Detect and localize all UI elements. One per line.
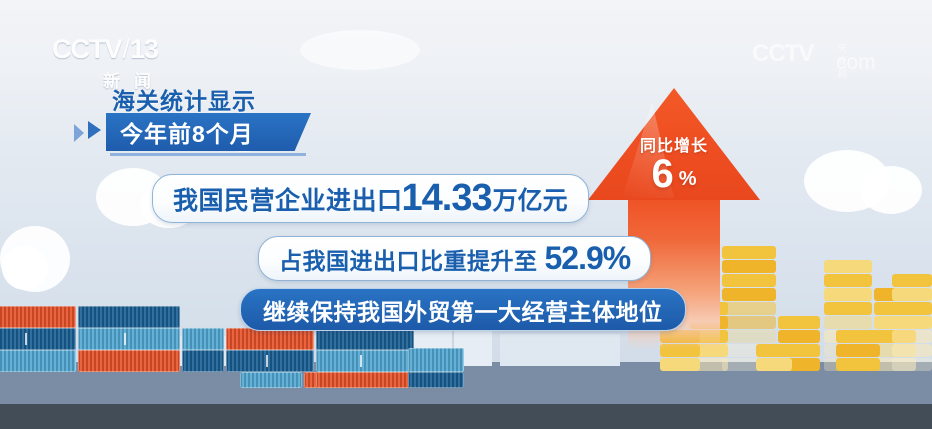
coin-bar [722, 316, 776, 329]
banner-underline [110, 153, 306, 156]
shipping-container [78, 306, 180, 328]
shipping-container [78, 350, 180, 372]
chevron-marker-outer-icon [74, 124, 84, 142]
growth-value-number: 6 [651, 152, 674, 196]
watermark-cctv: CCTV [752, 40, 814, 67]
coin-bar [824, 316, 872, 329]
conclusion-pill: 继续保持我国外贸第一大经营主体地位 [240, 288, 686, 331]
shipping-container [316, 350, 414, 372]
cctv13-wordmark: CCTV/13 [52, 34, 202, 65]
watermark-cn: 央视网 [838, 43, 849, 79]
stat1-unit: 万亿元 [492, 186, 568, 215]
coin-bar [722, 246, 776, 259]
coin-bar [892, 344, 932, 357]
coin-bar [722, 288, 776, 301]
coin-bar [756, 344, 792, 357]
cctv13-logo: CCTV/13 新闻 [52, 34, 202, 92]
page-title: 海关统计显示 [112, 88, 256, 114]
period-banner-label: 今年前8个月 [120, 121, 254, 147]
coin-bar [756, 358, 792, 371]
container-door-seam [360, 354, 362, 368]
shipping-container [408, 372, 464, 388]
channel-number: 13 [130, 34, 159, 64]
shipping-container [78, 328, 180, 350]
percent-symbol: % [678, 168, 697, 190]
coin-bar [722, 302, 776, 315]
shipping-container [226, 328, 314, 350]
cctv-com-watermark: CCTV 央视网 com [752, 40, 876, 79]
coin-bar [874, 358, 916, 371]
stat2-value: 52.9% [544, 240, 632, 276]
growth-arrow-label: 同比增长 [639, 138, 708, 155]
shipping-container [0, 350, 76, 372]
shipping-container [316, 328, 414, 350]
coin-bar [892, 316, 932, 329]
coin-bar [836, 358, 880, 371]
shipping-container [0, 306, 76, 328]
period-banner: 今年前8个月 [106, 113, 311, 151]
coin-bar [824, 274, 872, 287]
coin-bar [824, 260, 872, 273]
stat-pill-export-value: 我国民营企业进出口 14.33 万亿元 [152, 174, 589, 223]
container-door-seam [25, 332, 27, 346]
shipping-container [240, 372, 302, 388]
stat1-value: 14.33 [401, 177, 493, 219]
conclusion-text: 继续保持我国外贸第一大经营主体地位 [263, 298, 663, 325]
coin-bar [892, 288, 932, 301]
logo-slash: / [122, 34, 130, 64]
ground-shadow-strip [0, 404, 932, 429]
coin-bar [660, 358, 700, 371]
stat1-lead-text: 我国民营企业进出口 [173, 186, 403, 215]
container-door-seam [124, 332, 126, 346]
coin-bar [836, 344, 880, 357]
coin-bar [892, 302, 932, 315]
stat2-lead-text: 占我国进出口比重提升至 [279, 247, 538, 274]
building [500, 334, 620, 366]
coin-bar [892, 330, 932, 343]
container-door-seam [266, 354, 268, 368]
shipping-container [0, 328, 76, 350]
shipping-container [182, 350, 224, 372]
coin-bar [722, 260, 776, 273]
growth-arrow-value: 6% [588, 154, 760, 194]
cloud [300, 30, 420, 70]
coin-bar [722, 274, 776, 287]
coin-bar [778, 330, 820, 343]
coin-bar [836, 330, 880, 343]
chevron-marker-inner-icon [88, 121, 101, 139]
coin-bar [892, 274, 932, 287]
coin-bar [722, 330, 776, 343]
channel-subtitle: 新闻 [103, 72, 165, 91]
coin-bar [892, 358, 932, 371]
coin-bar [778, 316, 820, 329]
antenna-pole [452, 318, 454, 366]
coin-bar [824, 288, 872, 301]
cloud [2, 246, 48, 290]
shipping-container [182, 328, 224, 350]
coin-bar [824, 302, 872, 315]
shipping-container [226, 350, 314, 372]
cctv-text: CCTV [52, 34, 122, 64]
shipping-container [408, 348, 464, 372]
stat-pill-share-value: 占我国进出口比重提升至 52.9% [258, 236, 652, 281]
watermark-domain: com [836, 51, 876, 74]
cloud [860, 166, 922, 214]
shipping-container [316, 372, 414, 388]
